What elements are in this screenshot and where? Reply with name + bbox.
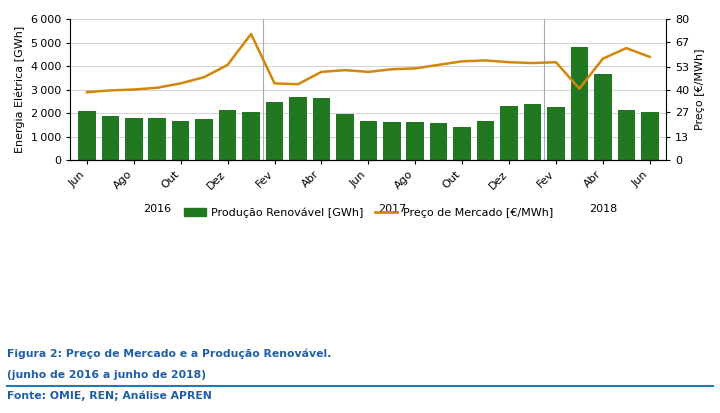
Bar <box>148 118 166 160</box>
Y-axis label: Energia Elétrica [GWh]: Energia Elétrica [GWh] <box>15 26 25 153</box>
Legend: Produção Renovável [GWh], Preço de Mercado [€/MWh]: Produção Renovável [GWh], Preço de Merca… <box>179 203 557 222</box>
Text: 2016: 2016 <box>143 204 171 214</box>
Bar <box>312 98 330 160</box>
Bar <box>383 122 400 160</box>
Bar <box>406 122 424 160</box>
Bar <box>242 112 260 160</box>
Bar <box>570 47 588 160</box>
Bar <box>430 123 447 160</box>
Bar <box>125 118 143 160</box>
Text: (junho de 2016 a junho de 2018): (junho de 2016 a junho de 2018) <box>7 370 206 380</box>
Bar <box>500 105 518 160</box>
Text: 2017: 2017 <box>378 204 406 214</box>
Text: 2018: 2018 <box>589 204 617 214</box>
Bar <box>523 104 541 160</box>
Bar <box>594 74 611 160</box>
Y-axis label: Preço [€/MWh]: Preço [€/MWh] <box>695 49 705 130</box>
Bar <box>547 107 564 160</box>
Text: Fonte: OMIE, REN; Análise APREN: Fonte: OMIE, REN; Análise APREN <box>7 390 212 401</box>
Bar <box>102 116 119 160</box>
Text: Figura 2: Preço de Mercado e a Produção Renovável.: Figura 2: Preço de Mercado e a Produção … <box>7 349 332 359</box>
Bar <box>289 97 307 160</box>
Bar <box>266 102 283 160</box>
Bar <box>477 121 495 160</box>
Bar <box>172 121 189 160</box>
Bar <box>454 127 471 160</box>
Bar <box>359 121 377 160</box>
Bar <box>78 111 96 160</box>
Bar <box>641 112 659 160</box>
Bar <box>195 119 213 160</box>
Bar <box>336 114 354 160</box>
Bar <box>618 110 635 160</box>
Bar <box>219 109 236 160</box>
